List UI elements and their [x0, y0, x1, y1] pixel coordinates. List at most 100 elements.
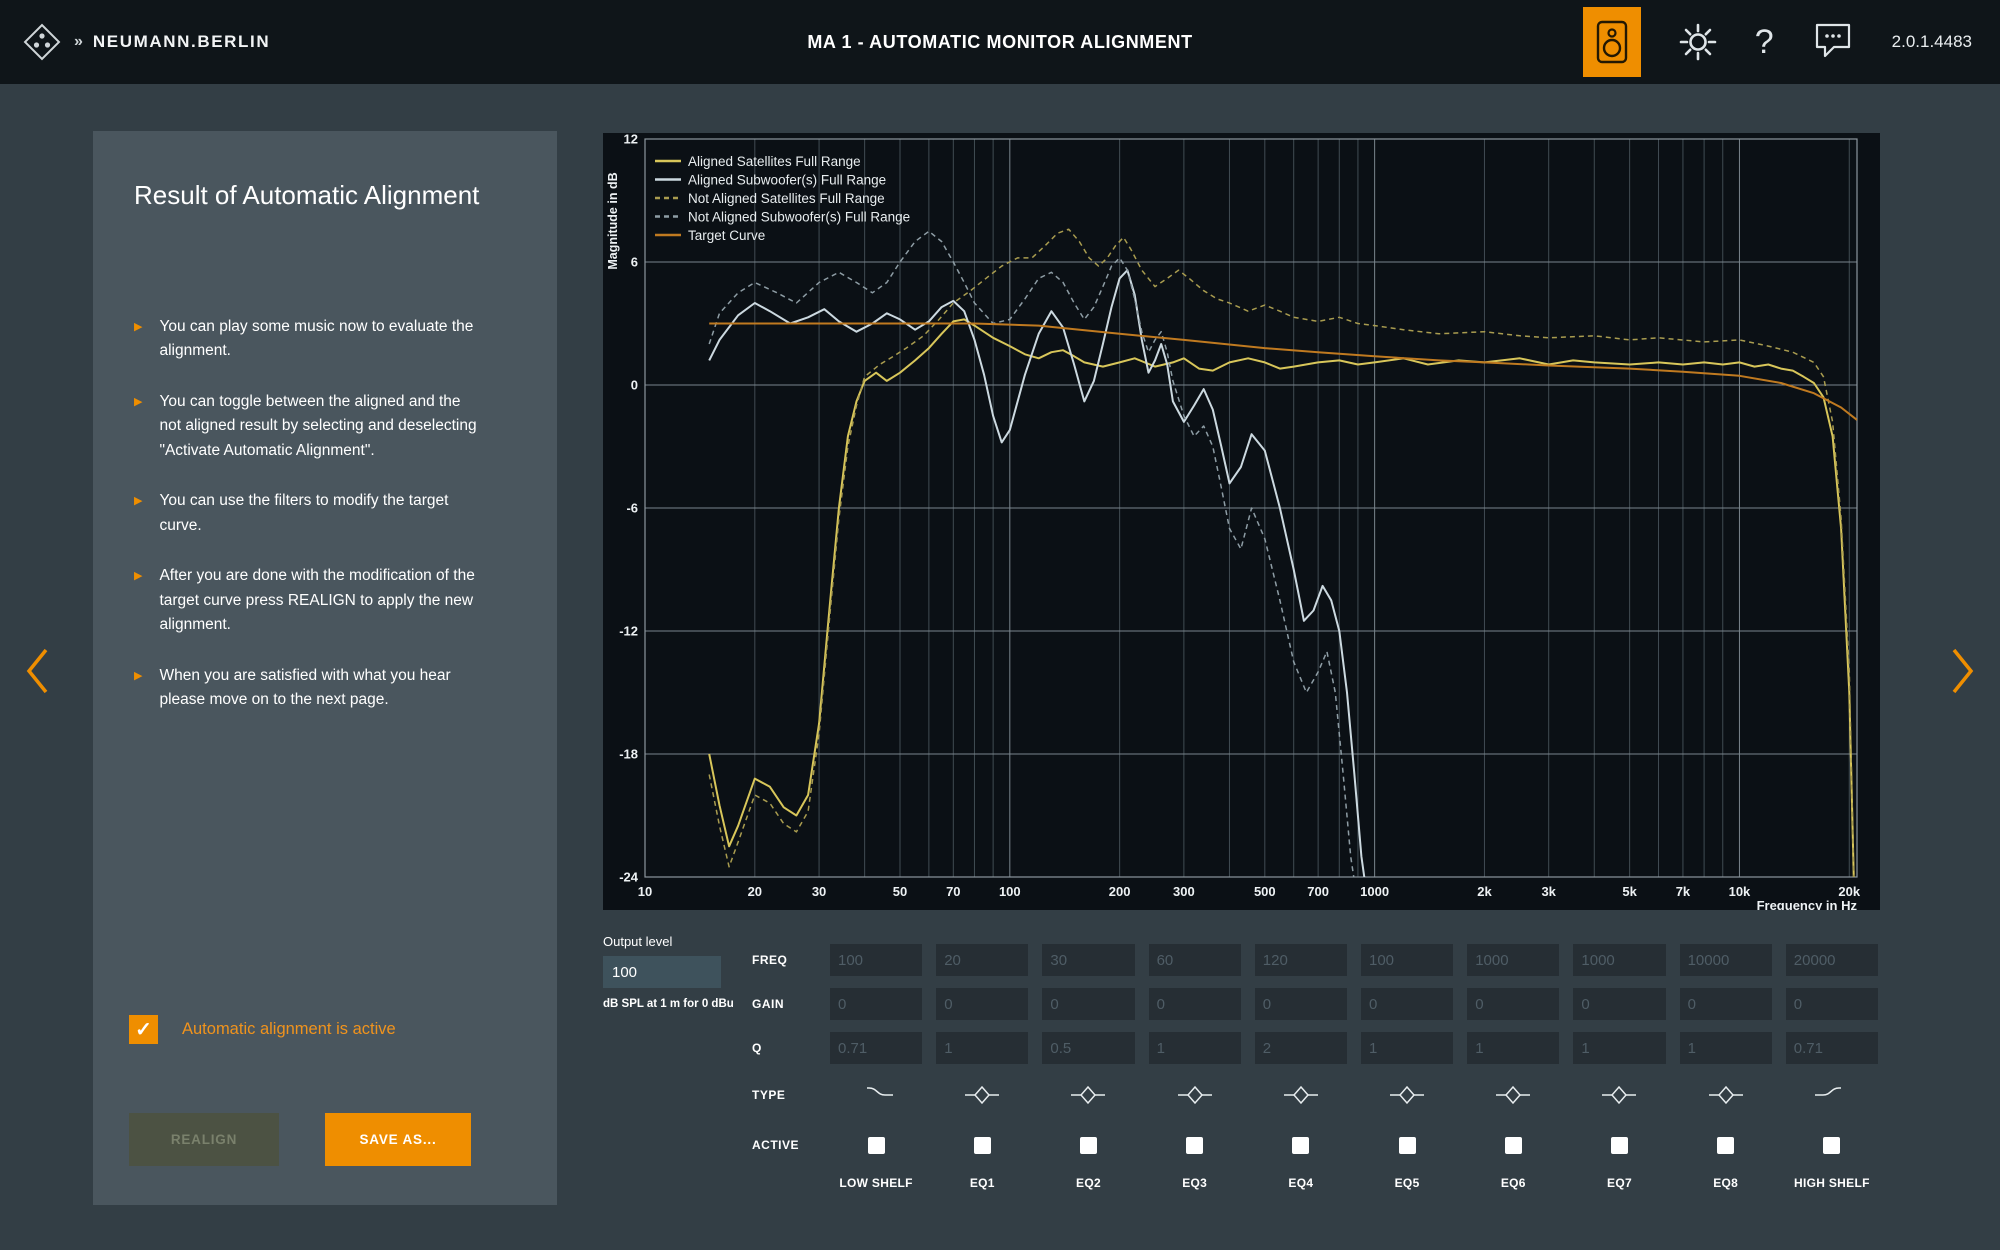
q-input-eq1[interactable]: 1 [936, 1032, 1028, 1064]
q-input-eq4[interactable]: 2 [1255, 1032, 1347, 1064]
filter-active-checkbox-eq3[interactable] [1186, 1137, 1203, 1154]
q-input-eq7[interactable]: 1 [1573, 1032, 1665, 1064]
filter-type-peak-icon [1149, 1076, 1241, 1114]
freq-input-high-shelf[interactable]: 20000 [1786, 944, 1878, 976]
gain-input-eq2[interactable]: 0 [1042, 988, 1134, 1020]
filter-active-cell-eq3 [1149, 1126, 1241, 1164]
filter-type-peak-icon [1680, 1076, 1772, 1114]
svg-text:Magnitude in dB: Magnitude in dB [606, 172, 620, 269]
svg-text:Aligned Subwoofer(s) Full Rang: Aligned Subwoofer(s) Full Range [688, 172, 886, 187]
q-input-eq2[interactable]: 0.5 [1042, 1032, 1134, 1064]
save-as-button[interactable]: SAVE AS... [325, 1113, 471, 1166]
filter-active-cell-eq6 [1467, 1126, 1559, 1164]
prev-page-button[interactable] [22, 645, 52, 702]
q-input-low-shelf[interactable]: 0.71 [830, 1032, 922, 1064]
neumann-logo-icon [20, 20, 64, 64]
filter-type-peak-icon [1467, 1076, 1559, 1114]
filter-column-label-eq8: EQ8 [1680, 1176, 1772, 1190]
chevron-left-icon [22, 645, 52, 697]
bullet-triangle-icon: ▶ [134, 664, 142, 713]
svg-text:30: 30 [812, 884, 826, 899]
brand-name: NEUMANN.BERLIN [93, 32, 270, 52]
instruction-text: After you are done with the modification… [159, 564, 482, 637]
gain-input-eq8[interactable]: 0 [1680, 988, 1772, 1020]
version-label: 2.0.1.4483 [1892, 32, 1972, 52]
filter-active-checkbox-eq5[interactable] [1399, 1137, 1416, 1154]
filter-active-cell-eq5 [1361, 1126, 1453, 1164]
filter-type-peak-icon [1255, 1076, 1347, 1114]
filter-active-checkbox-low-shelf[interactable] [868, 1137, 885, 1154]
q-input-eq5[interactable]: 1 [1361, 1032, 1453, 1064]
q-input-eq8[interactable]: 1 [1680, 1032, 1772, 1064]
checkmark-icon: ✓ [135, 1017, 152, 1042]
filter-active-checkbox-eq7[interactable] [1611, 1137, 1628, 1154]
filter-column-label-eq6: EQ6 [1467, 1176, 1559, 1190]
help-button[interactable]: ? [1755, 25, 1774, 59]
svg-text:300: 300 [1173, 884, 1195, 899]
gain-input-eq3[interactable]: 0 [1149, 988, 1241, 1020]
svg-text:10: 10 [638, 884, 652, 899]
svg-text:70: 70 [946, 884, 960, 899]
instruction-text: You can toggle between the aligned and t… [159, 390, 482, 463]
q-input-high-shelf[interactable]: 0.71 [1786, 1032, 1878, 1064]
gain-input-high-shelf[interactable]: 0 [1786, 988, 1878, 1020]
filter-type-low-shelf-icon [830, 1076, 922, 1114]
q-input-eq3[interactable]: 1 [1149, 1032, 1241, 1064]
svg-text:200: 200 [1109, 884, 1131, 899]
bullet-triangle-icon: ▶ [134, 315, 142, 364]
filter-active-checkbox-eq4[interactable] [1292, 1137, 1309, 1154]
realign-button[interactable]: REALIGN [129, 1113, 279, 1166]
gain-input-eq6[interactable]: 0 [1467, 988, 1559, 1020]
svg-text:50: 50 [893, 884, 907, 899]
svg-text:-18: -18 [619, 747, 638, 762]
filter-active-checkbox-eq6[interactable] [1505, 1137, 1522, 1154]
filter-active-cell-eq8 [1680, 1126, 1772, 1164]
freq-input-eq5[interactable]: 100 [1361, 944, 1453, 976]
page-title: MA 1 - AUTOMATIC MONITOR ALIGNMENT [807, 32, 1192, 53]
filter-type-peak-icon [1042, 1076, 1134, 1114]
gain-input-eq4[interactable]: 0 [1255, 988, 1347, 1020]
app-header: » NEUMANN.BERLIN MA 1 - AUTOMATIC MONITO… [0, 0, 2000, 84]
filter-row-label-type: TYPE [752, 1088, 816, 1102]
gain-input-low-shelf[interactable]: 0 [830, 988, 922, 1020]
output-level-input[interactable]: 100 [603, 956, 721, 988]
svg-text:10k: 10k [1729, 884, 1751, 899]
filter-row-label-active: ACTIVE [752, 1138, 816, 1152]
filter-active-checkbox-eq8[interactable] [1717, 1137, 1734, 1154]
freq-input-eq4[interactable]: 120 [1255, 944, 1347, 976]
gear-icon [1677, 21, 1719, 63]
svg-text:100: 100 [999, 884, 1021, 899]
gain-input-eq1[interactable]: 0 [936, 988, 1028, 1020]
freq-input-eq3[interactable]: 60 [1149, 944, 1241, 976]
settings-button[interactable] [1677, 21, 1719, 63]
filter-type-peak-icon [1361, 1076, 1453, 1114]
filter-active-checkbox-eq1[interactable] [974, 1137, 991, 1154]
feedback-button[interactable] [1810, 21, 1856, 63]
instruction-text: When you are satisfied with what you hea… [159, 664, 482, 713]
freq-input-eq6[interactable]: 1000 [1467, 944, 1559, 976]
q-input-eq6[interactable]: 1 [1467, 1032, 1559, 1064]
svg-text:20: 20 [748, 884, 762, 899]
svg-text:7k: 7k [1676, 884, 1691, 899]
freq-input-eq7[interactable]: 1000 [1573, 944, 1665, 976]
filter-type-peak-icon [1573, 1076, 1665, 1114]
filter-table: FREQ100203060120100100010001000020000GAI… [752, 944, 1878, 1190]
filter-active-checkbox-high-shelf[interactable] [1823, 1137, 1840, 1154]
freq-input-eq8[interactable]: 10000 [1680, 944, 1772, 976]
chart-canvas: 1260-6-12-18-241020305070100200300500700… [603, 133, 1880, 910]
freq-input-low-shelf[interactable]: 100 [830, 944, 922, 976]
gain-input-eq7[interactable]: 0 [1573, 988, 1665, 1020]
filter-active-checkbox-eq2[interactable] [1080, 1137, 1097, 1154]
filter-row-label-q: Q [752, 1041, 816, 1055]
monitor-tab-button[interactable] [1583, 7, 1641, 77]
header-actions: ? 2.0.1.4483 [1583, 0, 1972, 84]
automatic-alignment-checkbox[interactable]: ✓ [129, 1015, 158, 1044]
instruction-item: ▶ You can toggle between the aligned and… [134, 390, 482, 463]
gain-input-eq5[interactable]: 0 [1361, 988, 1453, 1020]
filter-active-cell-high-shelf [1786, 1126, 1878, 1164]
brand-prefix: » [74, 33, 83, 51]
freq-input-eq2[interactable]: 30 [1042, 944, 1134, 976]
instruction-item: ▶ After you are done with the modificati… [134, 564, 482, 637]
next-page-button[interactable] [1948, 645, 1978, 702]
freq-input-eq1[interactable]: 20 [936, 944, 1028, 976]
